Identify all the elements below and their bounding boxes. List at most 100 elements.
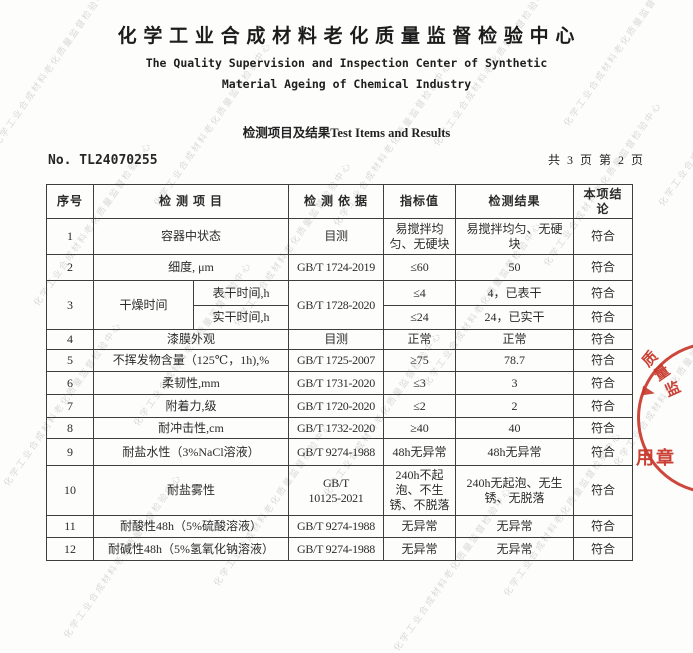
cell-subitem: 实干时间,h <box>192 305 290 330</box>
cell-no: 7 <box>46 394 94 418</box>
cell-item: 柔韧性,mm <box>92 371 290 395</box>
col-header-basis: 检 测 依 据 <box>288 184 385 219</box>
cell-no: 8 <box>46 417 94 439</box>
cell-conclusion: 符合 <box>573 417 634 439</box>
table-row: 8 耐冲击性,cm GB/T 1732-2020 ≥40 40 符合 <box>46 417 634 439</box>
cell-no: 12 <box>46 537 94 561</box>
cell-conclusion: 符合 <box>573 329 634 350</box>
cell-basis: 目测 <box>288 329 385 350</box>
cell-basis: 目测 <box>288 218 385 255</box>
cell-no: 3 <box>46 280 94 330</box>
cell-result: 3 <box>455 371 575 395</box>
cell-item: 容器中状态 <box>92 218 290 255</box>
col-header-result: 检测结果 <box>455 184 575 219</box>
seal-bottom-text: 用章 <box>636 448 676 468</box>
cell-index: 易搅拌均 匀、无硬块 <box>383 218 457 255</box>
report-page: 化 学 工 业 合 成 材 料 老 化 质 量 监 督 检 验 中 心 The … <box>0 21 693 561</box>
table-row: 11 耐酸性48h（5%硫酸溶液） GB/T 9274-1988 无异常 无异常… <box>46 515 634 538</box>
cell-index: ≤3 <box>383 371 457 395</box>
cell-no: 9 <box>46 438 94 466</box>
cell-result: 4，已表干 <box>455 280 575 306</box>
cell-result: 48h无异常 <box>455 438 575 466</box>
col-header-no: 序号 <box>46 184 94 219</box>
table-row: 7 附着力,级 GB/T 1720-2020 ≤2 2 符合 <box>46 394 634 418</box>
results-table: 序号 检 测 项 目 检 测 依 据 指标值 检测结果 本项结 论 1 容器中状… <box>46 184 634 561</box>
cell-conclusion: 符合 <box>573 394 634 418</box>
seal-arc-character: 量 <box>651 362 674 385</box>
col-header-conclusion: 本项结 论 <box>573 184 634 219</box>
cell-item: 耐酸性48h（5%硫酸溶液） <box>92 515 290 538</box>
cell-conclusion: 符合 <box>573 515 634 538</box>
table-row: 4 漆膜外观 目测 正常 正常 符合 <box>46 329 634 350</box>
cell-conclusion: 符合 <box>573 218 634 255</box>
cell-index: ≤24 <box>383 305 457 330</box>
cell-index: 48h无异常 <box>383 438 457 466</box>
cell-basis: GB/T 1732-2020 <box>288 417 385 439</box>
table-row: 12 耐碱性48h（5%氢氧化钠溶液） GB/T 9274-1988 无异常 无… <box>46 537 634 561</box>
cell-basis: GB/T 1725-2007 <box>288 349 385 372</box>
cell-result: 78.7 <box>455 349 575 372</box>
cell-conclusion: 符合 <box>573 280 634 306</box>
cell-item: 耐盐水性（3%NaCl溶液） <box>92 438 290 466</box>
cell-result: 2 <box>455 394 575 418</box>
cell-basis: GB/T 1731-2020 <box>288 371 385 395</box>
cell-result: 无异常 <box>455 515 575 538</box>
cell-basis: GB/T 9274-1988 <box>288 515 385 538</box>
cell-result: 40 <box>455 417 575 439</box>
cell-basis: GB/T 1728-2020 <box>288 280 385 330</box>
center-title-english-line1: The Quality Supervision and Inspection C… <box>145 56 548 70</box>
cell-index: 无异常 <box>383 537 457 561</box>
cell-index: 正常 <box>383 329 457 350</box>
cell-result: 正常 <box>455 329 575 350</box>
cell-index: ≤2 <box>383 394 457 418</box>
cell-no: 2 <box>46 254 94 281</box>
cell-item: 不挥发物含量（125℃，1h),% <box>92 349 290 372</box>
page-indicator: 共 3 页 第 2 页 <box>547 153 645 167</box>
cell-index: 无异常 <box>383 515 457 538</box>
official-seal-icon <box>637 342 693 494</box>
table-row: 实干时间,h ≤24 24，已实干 符合 <box>47 305 634 330</box>
cell-no: 5 <box>46 349 94 372</box>
center-title-english-line2: Material Ageing of Chemical Industry <box>221 77 472 91</box>
cell-index: ≤4 <box>383 280 457 306</box>
cell-index: ≥75 <box>383 349 457 372</box>
cell-item: 耐碱性48h（5%氢氧化钠溶液） <box>92 537 290 561</box>
cell-basis: GB/T 1724-2019 <box>288 254 385 281</box>
cell-no: 11 <box>46 515 94 538</box>
cell-item: 细度, μm <box>92 254 290 281</box>
cell-index: 240h不起 泡、不生 锈、不脱落 <box>383 465 457 516</box>
cell-result: 50 <box>455 254 575 281</box>
table-row: 9 耐盐水性（3%NaCl溶液） GB/T 9274-1988 48h无异常 4… <box>46 438 634 466</box>
cell-conclusion: 符合 <box>573 537 634 561</box>
table-row: 2 细度, μm GB/T 1724-2019 ≤60 50 符合 <box>46 254 634 281</box>
cell-result: 无异常 <box>455 537 575 561</box>
cell-result: 易搅拌均匀、无硬 块 <box>455 218 575 255</box>
cell-basis: GB/T 9274-1988 <box>288 537 385 561</box>
cell-item: 干燥时间 <box>93 280 194 330</box>
cell-item: 漆膜外观 <box>92 329 290 350</box>
seal-arc-character: 质 <box>639 348 662 371</box>
cell-no: 6 <box>46 371 94 395</box>
table-header-row: 序号 检 测 项 目 检 测 依 据 指标值 检测结果 本项结 论 <box>46 184 634 219</box>
table-row: 10 耐盐雾性 GB/T 10125-2021 240h不起 泡、不生 锈、不脱… <box>46 465 634 516</box>
cell-index: ≤60 <box>383 254 457 281</box>
cell-no: 4 <box>46 329 94 350</box>
col-header-index: 指标值 <box>383 184 457 219</box>
table-row: 1 容器中状态 目测 易搅拌均 匀、无硬块 易搅拌均匀、无硬 块 符合 <box>46 218 634 255</box>
section-title: 检测项目及结果Test Items and Results <box>242 126 451 140</box>
cell-conclusion: 符合 <box>573 465 634 516</box>
cell-conclusion: 符合 <box>573 305 634 330</box>
cell-conclusion: 符合 <box>573 349 634 372</box>
cell-no: 10 <box>46 465 94 516</box>
cell-conclusion: 符合 <box>573 254 634 281</box>
table-row: 3 干燥时间 表干时间,h GB/T 1728-2020 ≤4 4，已表干 符合 <box>46 280 634 330</box>
seal-star-fragment-icon <box>641 385 656 399</box>
table-row: 6 柔韧性,mm GB/T 1731-2020 ≤3 3 符合 <box>46 371 634 395</box>
table-row: 5 不挥发物含量（125℃，1h),% GB/T 1725-2007 ≥75 7… <box>46 349 634 372</box>
cell-no: 1 <box>46 218 94 255</box>
cell-result: 240h无起泡、无生 锈、无脱落 <box>455 465 575 516</box>
report-number: No. TL24070255 <box>48 153 158 168</box>
cell-conclusion: 符合 <box>573 438 634 466</box>
cell-conclusion: 符合 <box>573 371 634 395</box>
cell-index: ≥40 <box>383 417 457 439</box>
